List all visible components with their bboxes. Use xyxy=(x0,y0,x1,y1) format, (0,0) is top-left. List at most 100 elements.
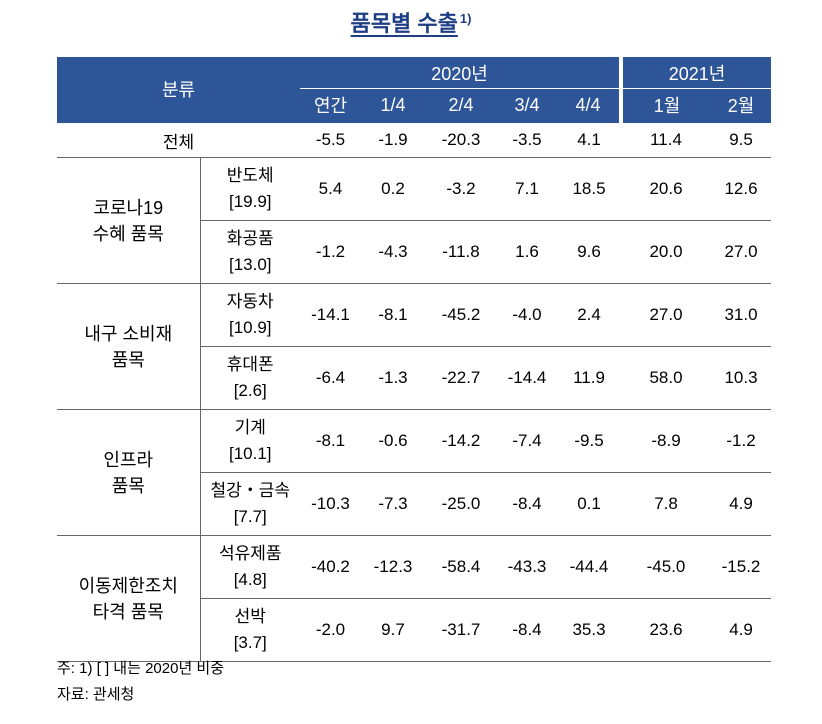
table-row: 내구 소비재 품목 자동차 [10.9] -14.1 -8.1 -45.2 -4… xyxy=(57,283,772,410)
header-col: 3/4 xyxy=(497,88,557,122)
item-name: 휴대폰 [2.6] xyxy=(199,346,300,410)
item-name: 자동차 [10.9] xyxy=(199,283,300,347)
table-cell: 9.6 xyxy=(557,220,622,284)
table-cell: -1.2 xyxy=(300,220,361,284)
table-cell: 18.5 xyxy=(557,157,622,221)
table-cell: -7.3 xyxy=(361,472,425,536)
group-name-line: 내구 소비재 xyxy=(84,323,173,344)
group-name: 인프라 품목 xyxy=(57,409,200,536)
item-name: 반도체 [19.9] xyxy=(199,157,300,221)
item-name: 석유제품 [4.8] xyxy=(199,535,300,599)
table-cell: -14.4 xyxy=(497,346,557,410)
page-title: 품목별 수출 1) xyxy=(0,6,822,38)
table-cell: -8.4 xyxy=(497,598,557,662)
table-cell: 4.9 xyxy=(711,472,772,536)
table-cell: 10.3 xyxy=(711,346,772,410)
table-cell: -45.0 xyxy=(621,535,712,599)
table-row: 인프라 품목 기계 [10.1] -8.1 -0.6 -14.2 -7.4 -9… xyxy=(57,409,772,536)
table-cell: 27.0 xyxy=(711,220,772,284)
group-name-line: 타격 품목 xyxy=(92,601,164,622)
table-cell: 27.0 xyxy=(621,283,712,347)
item-name: 선박 [3.7] xyxy=(199,598,300,662)
table-cell: -0.6 xyxy=(361,409,425,473)
table-cell: 35.3 xyxy=(557,598,622,662)
header-col: 연간 xyxy=(300,88,361,122)
table-cell: -14.1 xyxy=(300,283,361,347)
table-cell: -20.3 xyxy=(425,122,497,158)
table-cell: -6.4 xyxy=(300,346,361,410)
group-name: 코로나19 수혜 품목 xyxy=(57,157,200,284)
table-cell: 1.6 xyxy=(497,220,557,284)
table-cell: -7.4 xyxy=(497,409,557,473)
header-year-2020: 2020년 xyxy=(300,57,622,89)
item-label: 철강・금속 xyxy=(210,481,291,500)
table-cell: 0.2 xyxy=(361,157,425,221)
table-cell: -4.3 xyxy=(361,220,425,284)
table-row: 코로나19 수혜 품목 반도체 [19.9] 5.4 0.2 -3.2 7.1 … xyxy=(57,157,772,284)
header-col: 1월 xyxy=(619,88,712,122)
header-year-2021: 2021년 xyxy=(619,57,772,89)
source-note: 자료: 관세청 xyxy=(57,686,135,703)
item-weight: [10.9] xyxy=(228,318,272,337)
table-cell: -8.1 xyxy=(361,283,425,347)
table-cell: -10.3 xyxy=(300,472,361,536)
table-cell: -8.1 xyxy=(300,409,361,473)
header-category: 분류 xyxy=(57,57,300,122)
table-row: 철강・금속 [7.7] -10.3 -7.3 -25.0 -8.4 0.1 7.… xyxy=(57,472,772,536)
group-name-line: 품목 xyxy=(111,349,145,370)
item-label: 선박 xyxy=(234,607,266,626)
table-cell: -8.9 xyxy=(621,409,712,473)
table-cell: -14.2 xyxy=(425,409,497,473)
title-footnote-mark: 1) xyxy=(459,10,472,26)
table-cell: -25.0 xyxy=(425,472,497,536)
item-label: 반도체 xyxy=(226,166,274,185)
item-label: 석유제품 xyxy=(218,544,282,563)
table-cell: -4.0 xyxy=(497,283,557,347)
header-col: 2월 xyxy=(711,88,772,122)
item-weight: [13.0] xyxy=(228,255,272,274)
item-weight: [7.7] xyxy=(233,507,267,526)
table-cell: -40.2 xyxy=(300,535,361,599)
table-cell: 20.6 xyxy=(621,157,712,221)
export-table: 분류 2020년 2021년 연간 1/4 2/4 3/4 4/4 1월 2월 … xyxy=(57,57,772,662)
item-name: 화공품 [13.0] xyxy=(199,220,300,284)
item-name: 철강・금속 [7.7] xyxy=(199,472,300,536)
group-name-line: 품목 xyxy=(111,475,145,496)
item-weight: [19.9] xyxy=(228,192,272,211)
table-cell: -12.3 xyxy=(361,535,425,599)
table-row: 이동제한조치 타격 품목 석유제품 [4.8] -40.2 -12.3 -58.… xyxy=(57,535,772,662)
table-cell: -1.9 xyxy=(361,122,425,158)
title-text: 품목별 수출 xyxy=(350,11,458,36)
group-name: 내구 소비재 품목 xyxy=(57,283,200,410)
table-cell: 11.9 xyxy=(557,346,622,410)
table-cell: -1.2 xyxy=(711,409,772,473)
header-col: 1/4 xyxy=(361,88,425,122)
item-label: 자동차 xyxy=(226,292,274,311)
table-cell: 20.0 xyxy=(621,220,712,284)
table-cell: -43.3 xyxy=(497,535,557,599)
item-weight: [2.6] xyxy=(233,381,267,400)
table-cell: -22.7 xyxy=(425,346,497,410)
table-row: 화공품 [13.0] -1.2 -4.3 -11.8 1.6 9.6 20.0 … xyxy=(57,220,772,284)
item-name: 기계 [10.1] xyxy=(199,409,300,473)
table-cell: -3.5 xyxy=(497,122,557,158)
table-cell: -3.2 xyxy=(425,157,497,221)
table-cell: 7.8 xyxy=(621,472,712,536)
item-weight: [10.1] xyxy=(228,444,272,463)
item-label: 기계 xyxy=(234,418,266,437)
group-name-line: 이동제한조치 xyxy=(78,575,178,596)
table-cell: -45.2 xyxy=(425,283,497,347)
table-row: 휴대폰 [2.6] -6.4 -1.3 -22.7 -14.4 11.9 58.… xyxy=(57,346,772,410)
table-cell: 12.6 xyxy=(711,157,772,221)
table-cell: -2.0 xyxy=(300,598,361,662)
table-row: 선박 [3.7] -2.0 9.7 -31.7 -8.4 35.3 23.6 4… xyxy=(57,598,772,662)
footnote: 주: 1) [ ] 내는 2020년 비중 xyxy=(57,660,225,677)
table-cell: -44.4 xyxy=(557,535,622,599)
table-cell: 7.1 xyxy=(497,157,557,221)
group-name-line: 코로나19 xyxy=(93,197,164,218)
header-col: 2/4 xyxy=(425,88,497,122)
table-cell: -8.4 xyxy=(497,472,557,536)
total-row: 전체 -5.5 -1.9 -20.3 -3.5 4.1 11.4 9.5 xyxy=(57,122,772,158)
table-cell: 5.4 xyxy=(300,157,361,221)
item-label: 화공품 xyxy=(226,229,274,248)
